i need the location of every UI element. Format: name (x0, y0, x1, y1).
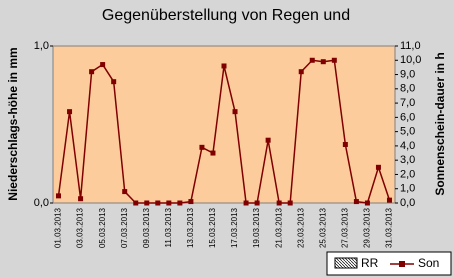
point (221, 63, 227, 69)
point (56, 193, 62, 199)
point (199, 144, 205, 150)
x-tick-label: 19.03.2013 (252, 207, 261, 248)
point (122, 189, 128, 195)
point (287, 200, 293, 206)
y2-axis-label: Sonnenschein-dauer in h (433, 52, 447, 195)
point (177, 200, 183, 206)
point (111, 79, 117, 85)
point (342, 141, 348, 147)
y-tick-label: 1,0 (34, 40, 49, 52)
legend-box (326, 251, 452, 276)
point (386, 197, 392, 203)
point (100, 62, 106, 68)
x-tick-label: 15.03.2013 (208, 207, 217, 248)
point (133, 200, 139, 206)
y2-tick-label: 3,0 (400, 154, 415, 166)
y2-tick-label: 2,0 (400, 168, 415, 180)
y2-tick-label: 6,0 (400, 111, 415, 123)
x-tick-label: 11.03.2013 (164, 207, 173, 247)
x-tick-label: 29.03.2013 (363, 207, 372, 248)
point (78, 196, 84, 202)
y2-tick-label: 10,0 (400, 54, 421, 66)
point (166, 200, 172, 206)
point (243, 200, 249, 206)
y2-tick-label: 0,0 (400, 197, 415, 209)
y2-tick-label: 4,0 (400, 140, 415, 152)
chart-title: Gegenüberstellung von Regen und (102, 7, 350, 24)
point (89, 69, 95, 75)
legend-label: RR (361, 256, 379, 270)
legend: RR Son (326, 251, 452, 276)
point (309, 57, 315, 63)
y2-tick-label: 9,0 (400, 68, 415, 80)
point (210, 150, 216, 156)
point (364, 200, 370, 206)
x-tick-label: 21.03.2013 (274, 207, 283, 248)
plot-area (52, 45, 396, 204)
y-tick-label: 0,0 (34, 197, 49, 209)
y2-tick-label: 1,0 (400, 183, 415, 195)
x-tick-label: 01.03.2013 (54, 207, 63, 248)
point (298, 69, 304, 75)
x-tick-label: 17.03.2013 (230, 207, 239, 248)
x-tick-label: 25.03.2013 (318, 207, 327, 248)
y2-tick-label: 7,0 (400, 97, 415, 109)
point (276, 200, 282, 206)
point (254, 200, 260, 206)
x-tick-label: 13.03.2013 (186, 207, 195, 248)
point (320, 59, 326, 65)
point (375, 164, 381, 170)
x-tick-label: 09.03.2013 (142, 207, 151, 248)
legend-label: Son (418, 256, 439, 270)
x-tick-label: 31.03.2013 (385, 207, 394, 248)
point (144, 200, 150, 206)
point (265, 137, 271, 143)
point (188, 199, 194, 205)
point (67, 109, 73, 115)
point (353, 199, 359, 205)
x-tick-label: 05.03.2013 (98, 207, 107, 248)
x-tick-label: 07.03.2013 (120, 207, 129, 248)
y2-tick-label: 8,0 (400, 83, 415, 95)
x-tick-label: 03.03.2013 (76, 207, 85, 248)
y2-tick-label: 11,0 (400, 40, 421, 52)
legend-swatch (399, 261, 405, 267)
x-tick-label: 23.03.2013 (296, 207, 305, 248)
point (232, 109, 238, 115)
point (331, 57, 337, 63)
y-axis-label: Niederschlags-höhe in mm (6, 47, 20, 200)
legend-swatch (334, 257, 358, 269)
y2-tick-label: 5,0 (400, 126, 415, 138)
x-tick-label: 27.03.2013 (340, 207, 349, 248)
point (155, 200, 161, 206)
